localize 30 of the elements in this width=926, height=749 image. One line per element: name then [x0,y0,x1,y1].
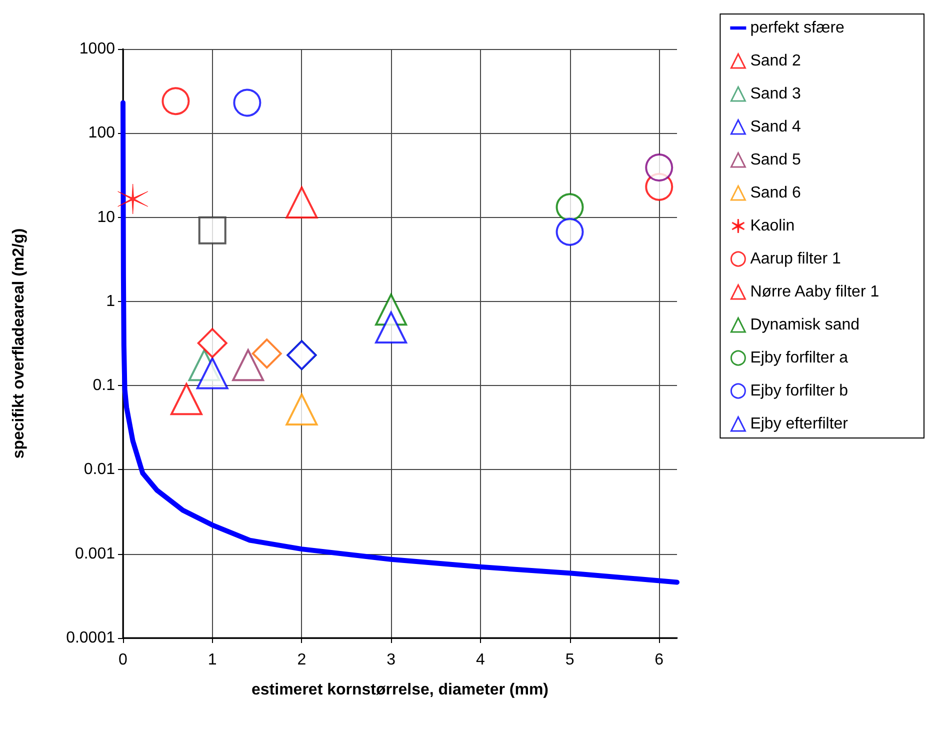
y-tick-label: 100 [88,124,116,142]
legend-label: Sand 3 [750,86,801,102]
x-tick-label: 4 [476,652,485,668]
x-tick-label: 2 [297,652,306,668]
y-axis-title: specifikt overfladeareal (m2/g) [10,228,28,459]
y-tick-label: 0.001 [74,545,116,562]
x-tick-label: 1 [208,652,217,668]
legend-label: Aarup filter 1 [750,250,841,268]
x-axis-title: estimeret kornstørrelse, diameter (mm) [252,682,548,698]
legend-label: Dynamisk sand [750,316,860,334]
y-tick-label: 10 [97,208,116,226]
legend-label: Kaolin [750,218,795,234]
legend-label: Sand 5 [750,152,801,168]
y-tick-label: 1 [106,292,116,310]
legend-label: Sand 4 [750,118,801,136]
legend-label: Ejby forfilter b [750,382,848,400]
legend-label: Ejby forfilter a [750,350,848,366]
x-tick-label: 6 [654,652,664,668]
x-tick-label: 5 [565,652,574,668]
legend-label: Nørre Aaby filter 1 [750,284,880,300]
legend-label: Sand 2 [750,52,801,70]
x-tick-label: 3 [386,652,396,668]
x-tick-label: 0 [118,652,128,668]
legend-label: perfekt sfære [750,20,845,36]
legend-label: Sand 6 [750,184,801,202]
y-tick-label: 0.1 [92,377,116,394]
y-tick-label: 0.0001 [66,630,116,646]
legend-label: Ejby efterfilter [750,416,849,432]
y-tick-label: 1000 [79,40,116,58]
y-tick-label: 0.01 [84,461,116,478]
